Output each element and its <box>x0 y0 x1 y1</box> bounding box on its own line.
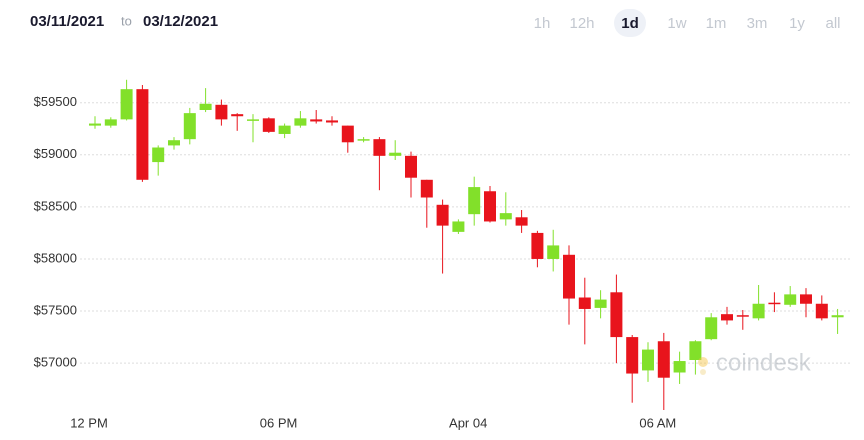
range-button[interactable]: 1y <box>789 15 805 32</box>
candle-body <box>420 179 433 198</box>
date-from[interactable]: 03/11/2021 <box>30 13 104 30</box>
y-tick-label: $57500 <box>34 302 77 317</box>
candle-body <box>563 254 575 299</box>
candle-body <box>800 294 812 304</box>
range-button[interactable]: 1d <box>621 15 639 32</box>
y-tick-label: $59500 <box>34 94 77 109</box>
y-tick-label: $57000 <box>34 355 77 370</box>
candle-body <box>657 341 670 378</box>
candle-body <box>262 118 275 132</box>
candle-body <box>673 361 686 373</box>
candle-body <box>405 155 417 178</box>
candle-body <box>215 104 228 120</box>
candle-body <box>515 217 528 226</box>
candle-body <box>152 147 165 163</box>
candle-body <box>531 232 544 259</box>
candle-body <box>547 245 560 259</box>
candle-body <box>484 191 496 222</box>
range-selected-bg <box>614 9 646 37</box>
candle-body <box>610 292 623 338</box>
range-button[interactable]: all <box>825 15 840 32</box>
candle-body <box>768 302 781 305</box>
x-tick-label: 12 PM <box>70 415 108 430</box>
x-tick-label: 06 PM <box>260 415 298 430</box>
x-tick-label: Apr 04 <box>449 415 487 430</box>
range-button[interactable]: 12h <box>569 15 594 32</box>
logo-dot <box>698 357 708 367</box>
range-button[interactable]: 1h <box>534 15 551 32</box>
candle-body <box>705 317 718 340</box>
candle-body <box>104 119 117 126</box>
range-button[interactable]: 3m <box>747 15 768 32</box>
y-tick-label: $58500 <box>34 198 77 213</box>
range-button[interactable]: 1m <box>706 15 727 32</box>
candle-body <box>752 303 765 319</box>
candle-body <box>721 314 733 321</box>
candle-body <box>136 89 149 180</box>
candle-body <box>199 103 212 110</box>
candle-body <box>294 118 307 126</box>
candle-body <box>310 119 323 122</box>
candle-body <box>831 315 844 318</box>
candle-body <box>452 221 465 232</box>
candle-body <box>120 89 133 120</box>
candle-body <box>436 204 449 226</box>
x-tick-label: 06 AM <box>639 415 676 430</box>
candle-body <box>341 125 354 143</box>
candle-body <box>183 113 196 140</box>
range-button[interactable]: 1w <box>667 15 686 32</box>
candle-body <box>815 303 828 319</box>
candle-body <box>389 152 402 156</box>
y-tick-label: $58000 <box>34 250 77 265</box>
date-separator: to <box>121 13 132 28</box>
candle-body <box>594 299 607 308</box>
watermark: coindesk <box>698 349 812 376</box>
watermark-text: coindesk <box>716 349 812 376</box>
candle-body <box>89 123 101 126</box>
candle-body <box>373 139 386 156</box>
candle-body <box>784 294 797 305</box>
date-to[interactable]: 03/12/2021 <box>143 13 218 30</box>
candle-body <box>168 140 180 146</box>
candle-body <box>468 187 481 215</box>
candle-body <box>689 341 702 360</box>
candle-body <box>578 297 591 309</box>
candle-body <box>642 349 654 371</box>
candle-body <box>231 114 244 117</box>
candle-body <box>278 125 291 134</box>
y-tick-label: $59000 <box>34 146 77 161</box>
logo-dot <box>700 369 706 375</box>
candle-body <box>357 139 370 141</box>
candle-body <box>247 119 259 121</box>
range-selector: 1h 12h 1d 1w 1m 3m 1y all <box>534 9 841 37</box>
candle-body <box>736 315 749 317</box>
candle-body <box>326 120 338 123</box>
candle-body <box>499 213 512 220</box>
candle-body <box>626 337 639 374</box>
